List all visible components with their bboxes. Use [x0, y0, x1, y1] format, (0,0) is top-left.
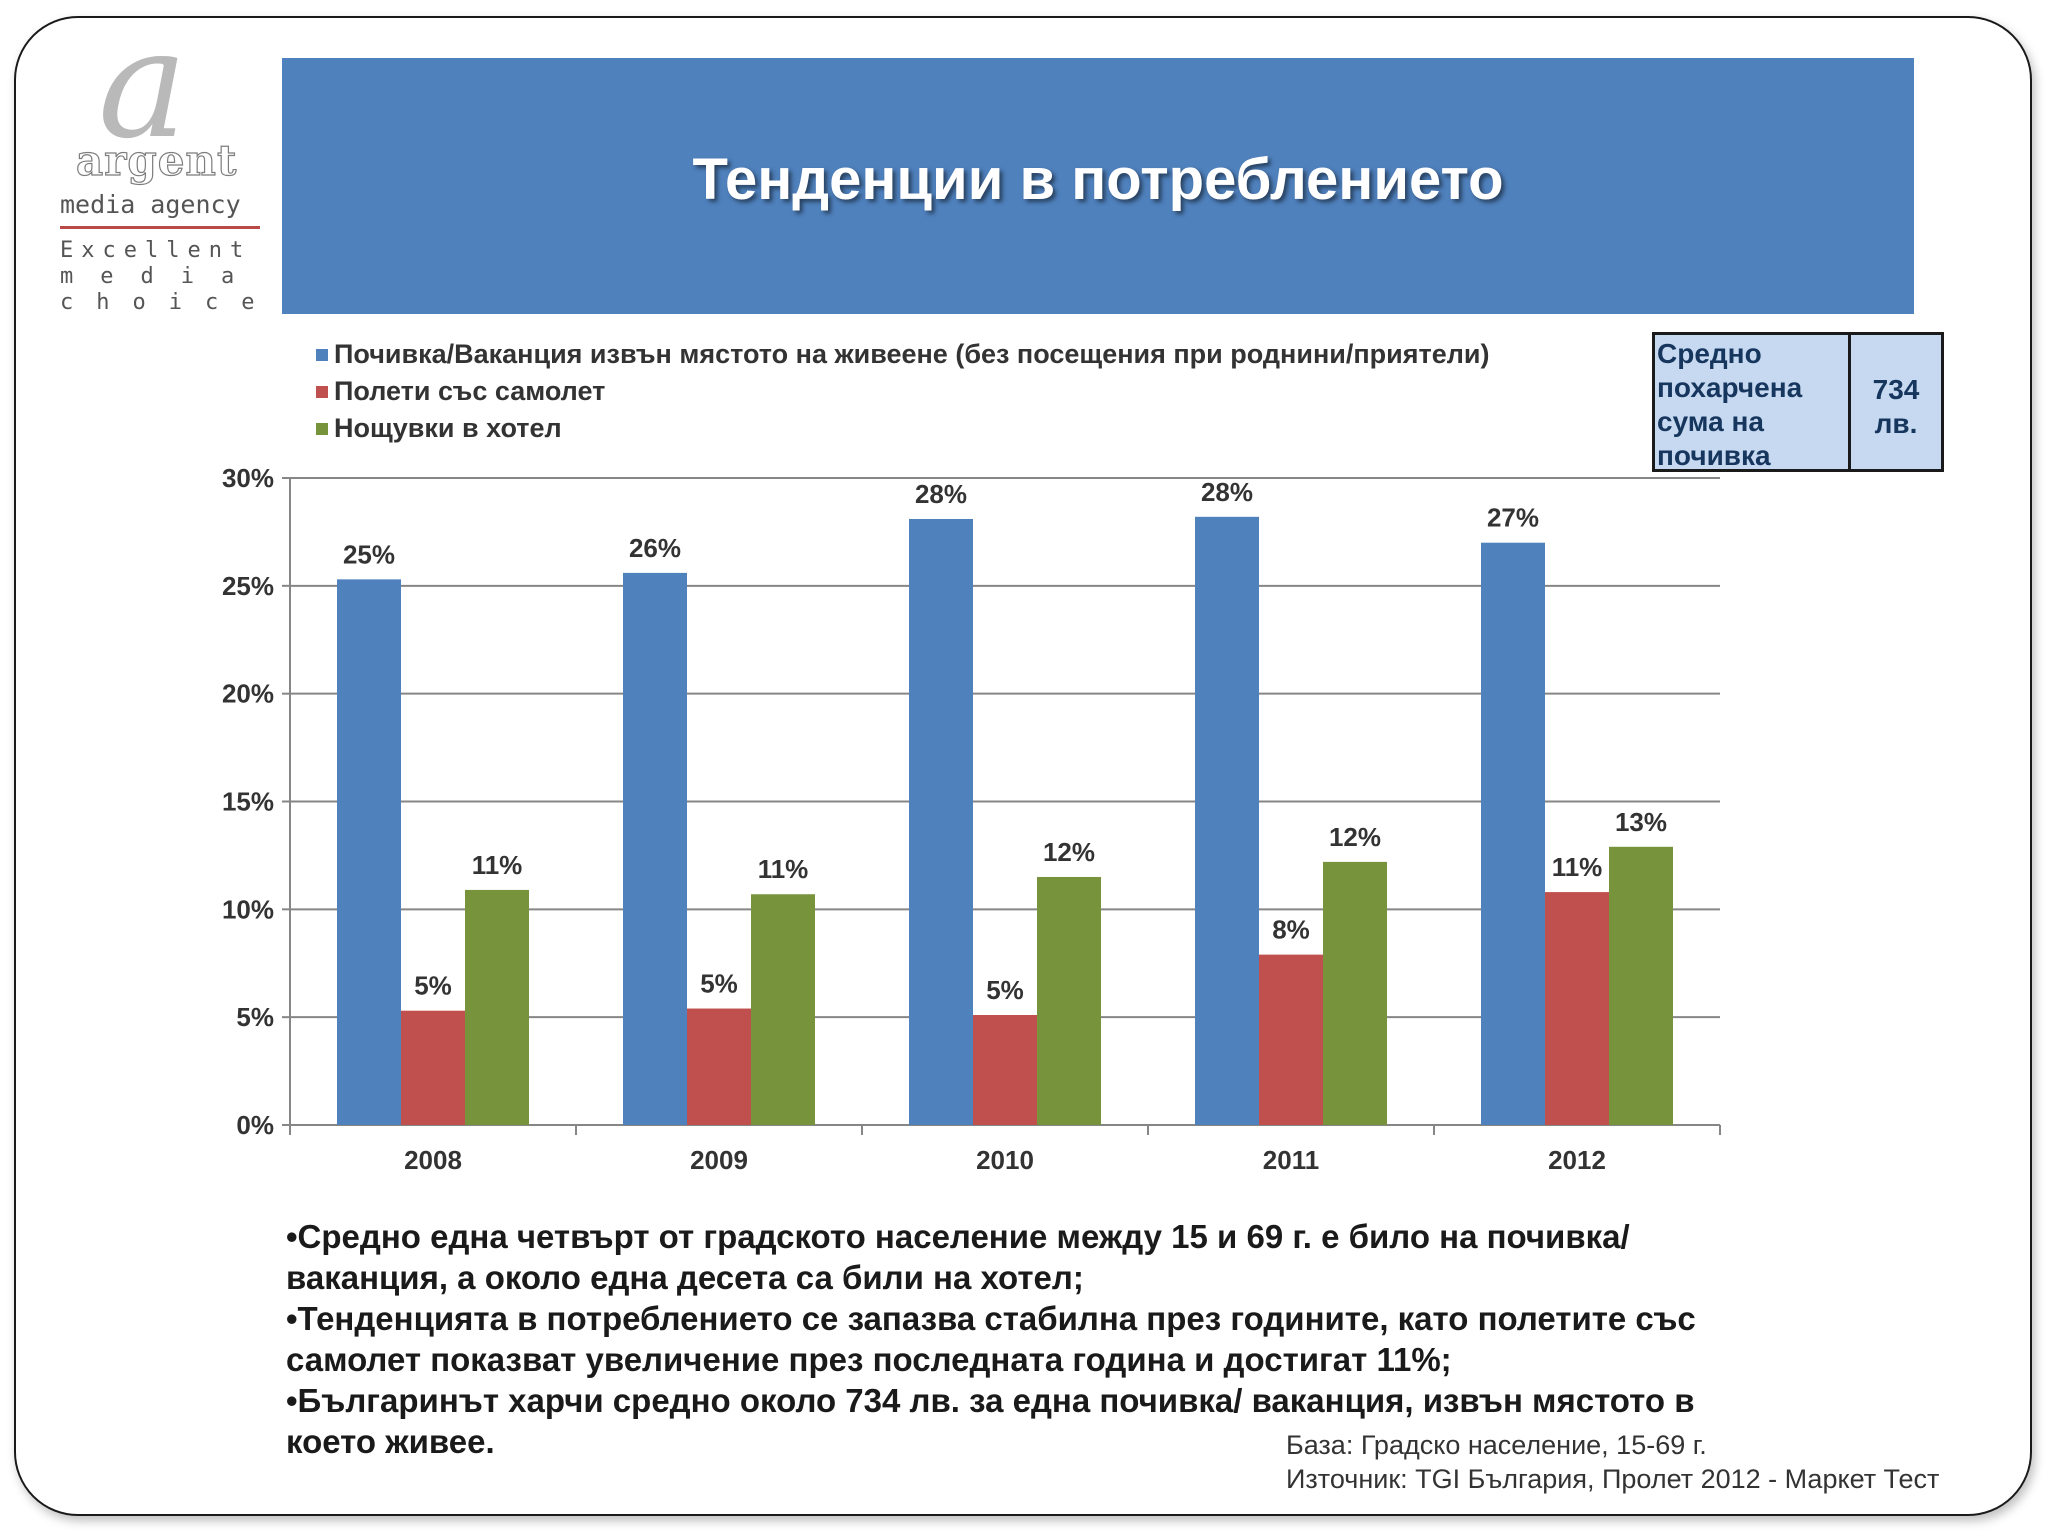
data-label: 12%: [1043, 837, 1095, 867]
bar: [1545, 892, 1609, 1125]
spend-currency: лв.: [1874, 408, 1918, 439]
spend-label: Средно похарчена сума на почивка: [1655, 335, 1851, 471]
logo-tagline-2: media: [60, 264, 262, 289]
data-label: 28%: [1201, 477, 1253, 507]
data-label: 12%: [1329, 822, 1381, 852]
legend-item-flights: Полети със самолет: [316, 373, 1490, 410]
data-label: 25%: [343, 539, 395, 569]
legend-label-vacation: Почивка/Ваканция извън мястото на живеен…: [334, 339, 1490, 369]
x-tick-label: 2010: [976, 1145, 1034, 1175]
logo-mark: a: [98, 0, 188, 172]
bar: [1259, 954, 1323, 1125]
y-tick-label: 20%: [222, 679, 274, 709]
chart-legend: Почивка/Ваканция извън мястото на живеен…: [316, 336, 1490, 447]
legend-swatch-vacation: [316, 348, 328, 361]
bar: [687, 1008, 751, 1125]
data-label: 28%: [915, 479, 967, 509]
spend-label-line: сума на: [1657, 406, 1764, 437]
average-spend-box: Средно похарчена сума на почивка 734 лв.: [1652, 332, 1944, 472]
y-tick-label: 30%: [222, 463, 274, 493]
data-label: 27%: [1487, 503, 1539, 533]
argent-logo: a argent media agency Excellent media ch…: [56, 10, 266, 316]
bar: [909, 518, 973, 1125]
bar: [1481, 542, 1545, 1125]
legend-item-hotel: Нощувки в хотел: [316, 410, 1490, 447]
title-banner: Тенденции в потреблението: [282, 58, 1914, 314]
slide-title: Тенденции в потреблението: [692, 146, 1504, 212]
legend-item-vacation: Почивка/Ваканция извън мястото на живеен…: [316, 336, 1490, 373]
y-tick-label: 5%: [236, 1002, 274, 1032]
logo-tagline-1: Excellent: [60, 238, 252, 263]
bar: [1609, 846, 1673, 1125]
logo-word: argent: [75, 135, 238, 185]
note-item: •Средно една четвърт от градското населе…: [286, 1218, 1630, 1296]
y-tick-label: 15%: [222, 787, 274, 817]
data-label: 26%: [629, 533, 681, 563]
bar: [401, 1010, 465, 1125]
data-label: 11%: [1552, 852, 1603, 882]
x-tick-label: 2012: [1548, 1145, 1606, 1175]
bar: [337, 579, 401, 1125]
bar: [465, 889, 529, 1125]
y-tick-label: 25%: [222, 571, 274, 601]
source-base: База: Градско население, 15-69 г.: [1286, 1430, 1707, 1460]
data-label: 11%: [758, 854, 809, 884]
legend-swatch-flights: [316, 385, 328, 398]
bar: [623, 572, 687, 1125]
x-tick-label: 2011: [1263, 1145, 1319, 1175]
x-tick-label: 2008: [404, 1145, 462, 1175]
logo-tagline-3: choice: [60, 290, 278, 315]
x-tick-label: 2009: [690, 1145, 748, 1175]
source-credit: Източник: TGI България, Пролет 2012 - Ма…: [1286, 1464, 1940, 1494]
spend-amount: 734: [1872, 374, 1920, 405]
spend-value: 734 лв.: [1851, 335, 1941, 469]
data-label: 8%: [1272, 915, 1310, 945]
legend-label-flights: Полети със самолет: [334, 376, 606, 406]
data-label: 5%: [986, 975, 1024, 1005]
data-label: 11%: [472, 850, 523, 880]
bar: [751, 894, 815, 1125]
bar: [1323, 861, 1387, 1125]
data-label: 5%: [700, 969, 738, 999]
data-label: 13%: [1615, 807, 1667, 837]
notes: •Средно една четвърт от градското населе…: [286, 1216, 1786, 1462]
bar-chart: 0% 5% 10% 15% 20% 25% 30% 25% 5% 11% 2008 26% 5% 11% 2…: [222, 463, 1721, 1175]
legend-swatch-hotel: [316, 422, 328, 435]
data-label: 5%: [414, 971, 452, 1001]
logo-rule: [60, 226, 260, 229]
legend-label-hotel: Нощувки в хотел: [334, 413, 562, 443]
spend-label-line: почивка: [1657, 440, 1771, 471]
y-tick-label: 0%: [236, 1110, 274, 1140]
y-tick-label: 10%: [222, 894, 274, 924]
note-item: •Тенденцията в потреблението се запазва …: [286, 1300, 1696, 1378]
spend-label-line: Средно: [1657, 338, 1762, 369]
logo-subtitle: media agency: [60, 190, 241, 219]
spend-label-line: похарчена: [1657, 372, 1803, 403]
bar: [1037, 876, 1101, 1125]
bar: [1195, 516, 1259, 1125]
source-block: База: Градско население, 15-69 г. Източн…: [1286, 1428, 1939, 1496]
bar: [973, 1015, 1037, 1125]
note-item: •Българинът харчи средно около 734 лв. з…: [286, 1382, 1695, 1460]
